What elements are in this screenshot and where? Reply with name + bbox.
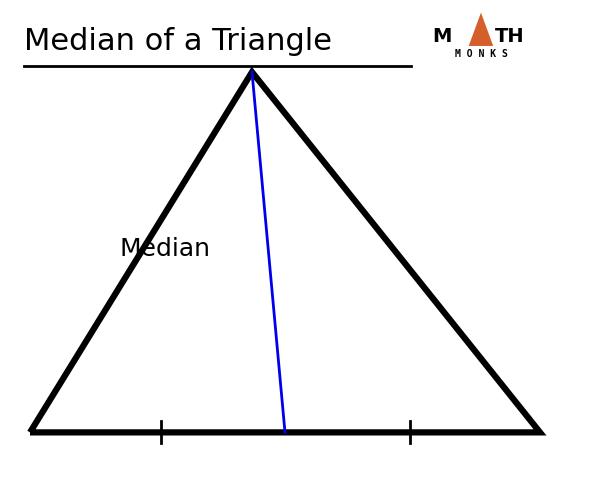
Text: M O N K S: M O N K S [455,49,508,59]
Text: Median: Median [119,237,211,260]
Text: M: M [432,27,451,46]
Polygon shape [469,12,493,46]
Text: TH: TH [495,27,524,46]
Text: Median of a Triangle: Median of a Triangle [24,27,332,56]
